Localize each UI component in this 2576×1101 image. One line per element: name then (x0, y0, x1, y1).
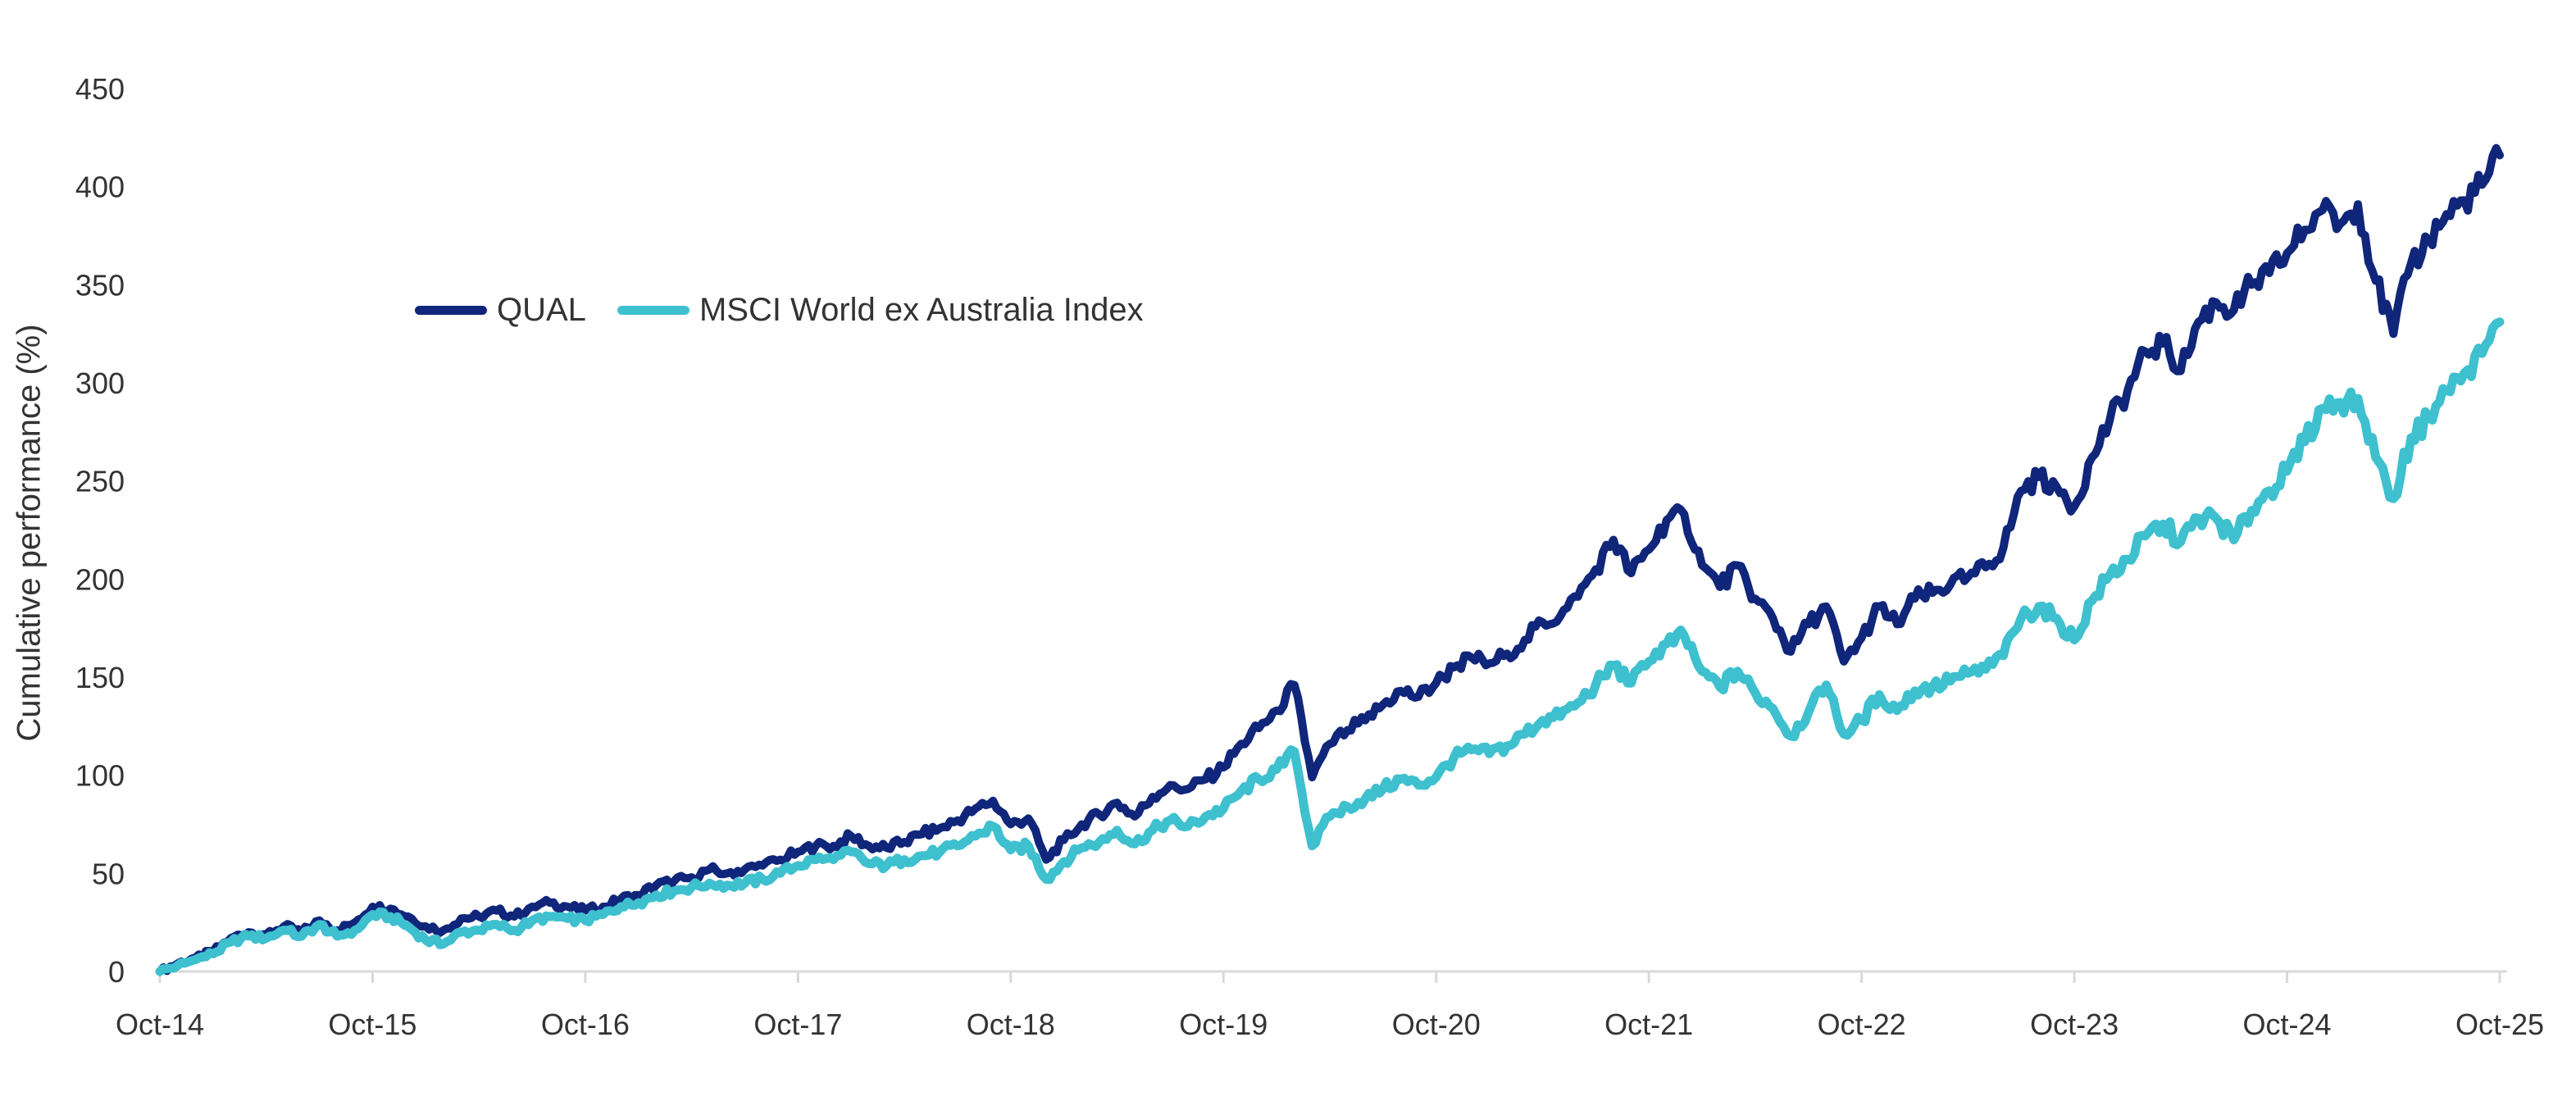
x-tick-label: Oct-16 (541, 1008, 630, 1041)
y-tick-label: 0 (108, 955, 125, 989)
legend-label-qual: QUAL (497, 292, 586, 328)
y-tick-label: 150 (75, 661, 125, 694)
legend-item-msci-index: MSCI World ex Australia Index (617, 292, 1144, 329)
y-tick-label: 200 (75, 562, 125, 596)
y-tick-label: 350 (75, 268, 125, 302)
qual-series-line (156, 143, 2504, 976)
axes: Oct-14 Oct-15 Oct-16 Oct-17 Oct-18 Oct-19 Oct-… (75, 72, 2544, 1041)
x-tick-label: Oct-22 (1818, 1008, 1906, 1041)
x-tick-label: Oct-18 (967, 1008, 1055, 1041)
y-tick-label: 400 (75, 171, 125, 204)
x-tick-label: Oct-24 (2243, 1008, 2332, 1041)
qual-line-swatch (415, 306, 487, 315)
x-tick-label: Oct-21 (1604, 1008, 1693, 1041)
y-tick-label: 450 (75, 72, 125, 106)
y-axis-title: Cumulative performance (%) (11, 324, 48, 742)
legend-item-qual: QUAL (415, 292, 586, 329)
x-tick-label: Oct-17 (753, 1008, 842, 1041)
y-tick-label: 300 (75, 366, 125, 400)
legend: QUAL MSCI World ex Australia Index (415, 292, 1144, 329)
series-lines (155, 143, 2505, 976)
msci-index-series-line (155, 317, 2505, 976)
legend-label-msci-index: MSCI World ex Australia Index (699, 292, 1144, 328)
x-tick-label: Oct-20 (1392, 1008, 1481, 1041)
x-tick-label: Oct-25 (2455, 1008, 2544, 1041)
msci-index-line-swatch (617, 306, 690, 315)
x-tick-label: Oct-14 (116, 1008, 204, 1041)
x-tick-label: Oct-15 (328, 1008, 416, 1041)
x-tick-label: Oct-23 (2030, 1008, 2119, 1041)
y-tick-label: 250 (75, 465, 125, 498)
x-tick-label: Oct-19 (1179, 1008, 1268, 1041)
y-tick-label: 50 (92, 857, 125, 890)
y-tick-label: 100 (75, 759, 125, 793)
